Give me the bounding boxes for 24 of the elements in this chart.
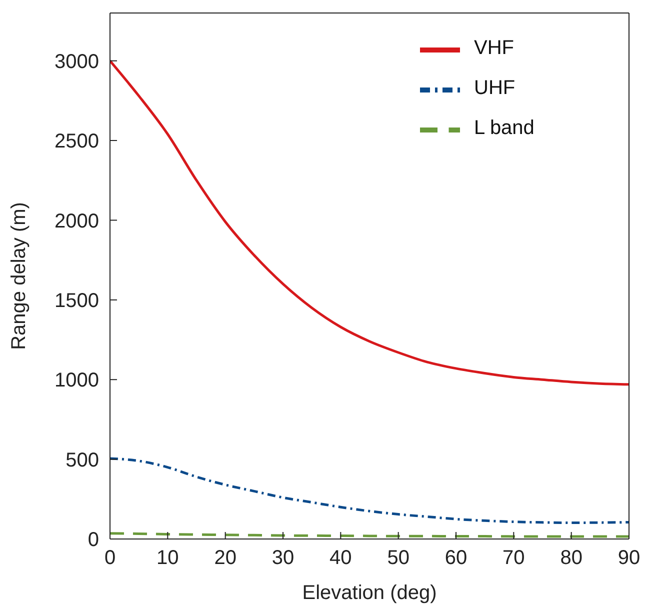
y-axis-title: Range delay (m)	[8, 202, 30, 350]
y-tick-label: 1000	[54, 370, 99, 392]
x-tick-label: 70	[502, 547, 525, 570]
legend-label: VHF	[474, 37, 514, 60]
y-tick-label: 1500	[54, 290, 99, 312]
legend-label: L band	[474, 117, 534, 140]
x-tick-label: 20	[214, 547, 236, 570]
line-series	[110, 60, 629, 386]
x-tick-label: 80	[560, 547, 582, 570]
x-tick-label: 0	[104, 547, 116, 570]
x-tick-label: 50	[387, 547, 410, 570]
y-tick-label: 2500	[54, 130, 99, 153]
x-tick-label: 40	[330, 547, 352, 570]
x-tick-label: 90	[618, 547, 640, 570]
y-tick-label: 0	[88, 529, 99, 552]
x-axis-title: Elevation (deg)	[302, 582, 437, 604]
x-tick-label: 10	[156, 547, 179, 570]
line-series	[110, 457, 629, 524]
x-tick-label: 60	[444, 547, 468, 570]
y-tick-label: 500	[66, 449, 99, 472]
legend-label: UHF	[474, 77, 516, 100]
x-tick-label: 30	[272, 547, 294, 570]
y-tick-label: 2000	[54, 210, 99, 232]
y-tick-label: 3000	[54, 50, 99, 73]
